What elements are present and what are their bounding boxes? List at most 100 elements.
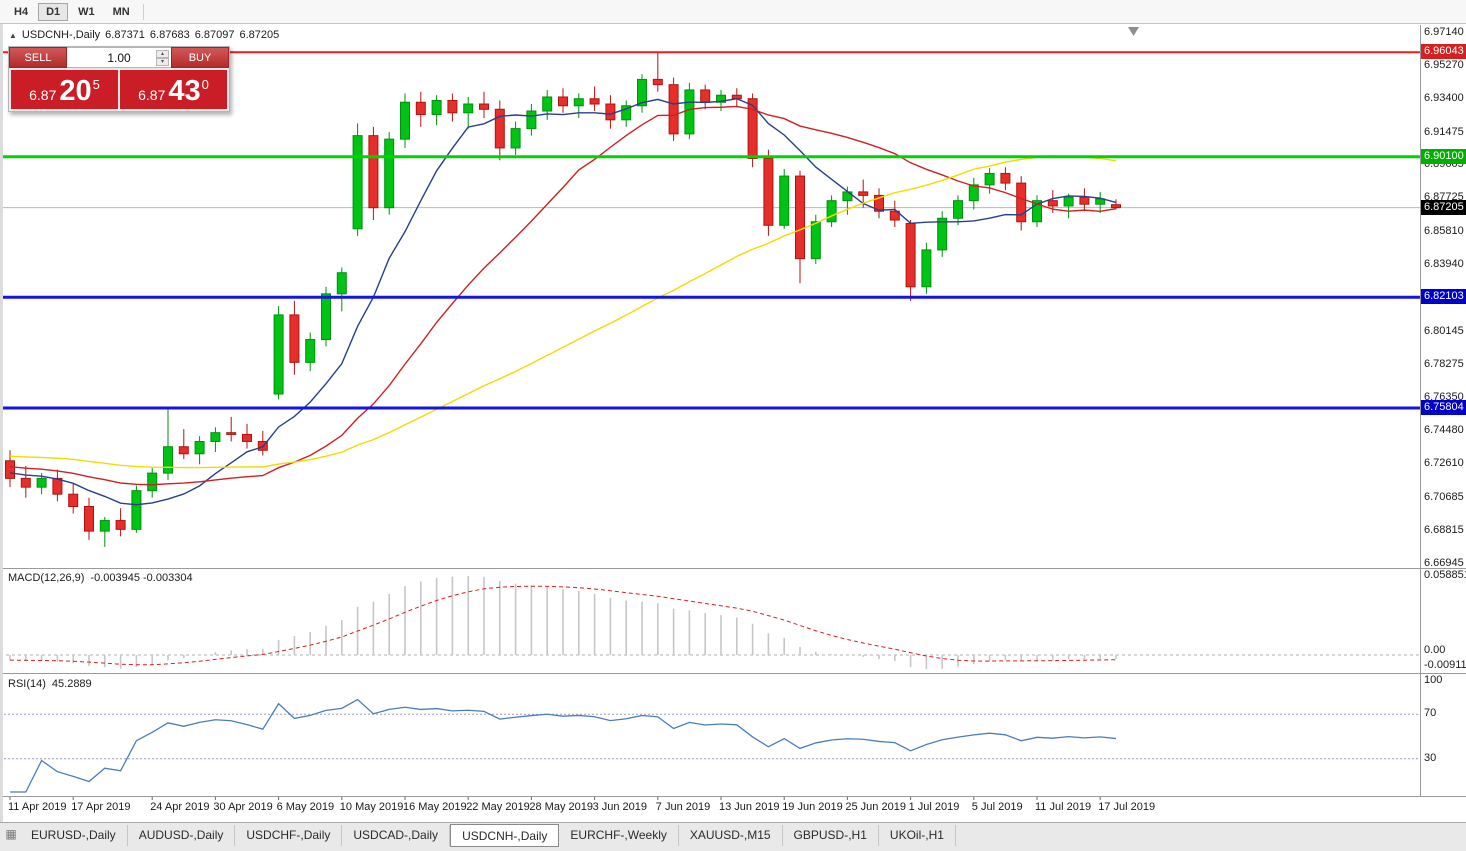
one-click-trade-panel: SELL 1.00 ▴ ▾ BUY 6.87 20 5 6.87 43 0 <box>8 46 230 112</box>
candle-body <box>542 96 553 112</box>
chart-tab-ukoil-h1[interactable]: UKOil-,H1 <box>879 825 956 846</box>
rsi-value: 45.2889 <box>51 678 92 690</box>
timeframe-button-w1[interactable]: W1 <box>70 3 103 21</box>
candle-body <box>558 96 568 107</box>
candle-body <box>905 223 916 288</box>
candle-body <box>463 103 474 114</box>
sell-price-big: 20 <box>59 75 92 108</box>
candle-body <box>810 221 821 260</box>
candle-body <box>115 520 126 530</box>
timeframe-button-h4[interactable]: H4 <box>6 3 36 21</box>
chart-tab-usdcad-daily[interactable]: USDCAD-,Daily <box>342 825 451 846</box>
candle-body <box>384 138 395 209</box>
candle-body <box>953 200 963 219</box>
rsi-line <box>10 698 1117 793</box>
candle-body <box>131 490 142 530</box>
candle-body <box>795 175 805 260</box>
candle-body <box>194 440 205 455</box>
timeframe-toolbar: H4 D1 W1 MN <box>0 0 1466 24</box>
candle-body <box>1063 196 1074 207</box>
volume-input[interactable]: 1.00 ▴ ▾ <box>67 47 171 68</box>
candle-body <box>984 172 995 186</box>
open-value: 6.87371 <box>105 29 145 41</box>
chart-tab-usdchf-daily[interactable]: USDCHF-,Daily <box>235 825 343 846</box>
buy-button[interactable]: BUY <box>171 47 229 68</box>
buy-price-head: 6.87 <box>138 87 166 103</box>
candle-body <box>321 293 331 341</box>
candle-body <box>621 105 632 121</box>
candle-body <box>36 477 47 488</box>
candle-body <box>510 128 521 149</box>
candle-body <box>589 98 600 105</box>
candle-body <box>99 520 110 532</box>
candle-body <box>494 108 505 149</box>
candle-body <box>826 200 837 223</box>
candle-body <box>400 101 410 140</box>
volume-stepper[interactable]: ▴ ▾ <box>156 50 169 66</box>
candle-body <box>52 477 63 495</box>
window-edge <box>0 24 3 851</box>
candle-body <box>700 89 711 103</box>
stepper-up-icon[interactable]: ▴ <box>156 50 169 58</box>
chart-tab-bar: ▦ EURUSD-,Daily AUDUSD-,Daily USDCHF-,Dail… <box>0 822 1466 851</box>
candle-body <box>226 432 237 435</box>
chart-tab-eurchf-weekly[interactable]: EURCHF-,Weekly <box>559 825 679 846</box>
candle-body <box>368 135 379 209</box>
candle-body <box>526 110 537 130</box>
candle-body <box>637 78 647 107</box>
candle-body <box>605 103 616 121</box>
chart-list-icon[interactable]: ▦ <box>5 827 17 841</box>
candle-body <box>652 78 663 86</box>
sell-price-display[interactable]: 6.87 20 5 <box>11 70 118 109</box>
candle-body <box>889 210 900 221</box>
chart-tab-audusd-daily[interactable]: AUDUSD-,Daily <box>128 825 236 846</box>
candle-body <box>763 157 774 226</box>
candle-body <box>716 94 726 103</box>
candle-body <box>415 101 426 116</box>
buy-price-sup: 0 <box>201 77 209 92</box>
chart-tab-xauusd-m15[interactable]: XAUUSD-,M15 <box>679 825 783 846</box>
candle-body <box>968 184 979 202</box>
macd-values: -0.003945 -0.003304 <box>90 572 193 584</box>
candle-body <box>20 477 31 488</box>
sell-price-head: 6.87 <box>29 87 57 103</box>
candle-body <box>874 194 884 212</box>
timeframe-button-mn[interactable]: MN <box>105 3 138 21</box>
candle-body <box>68 493 79 507</box>
candle-body <box>684 89 695 135</box>
chart-shift-marker[interactable] <box>1128 27 1139 36</box>
candle-body <box>747 98 758 159</box>
chart-tab-eurusd-daily[interactable]: EURUSD-,Daily <box>20 825 128 846</box>
low-value: 6.87097 <box>194 29 235 41</box>
timeframe-button-d1[interactable]: D1 <box>38 2 69 21</box>
candle-body <box>921 249 932 288</box>
candle-body <box>305 339 316 363</box>
stepper-down-icon[interactable]: ▾ <box>156 58 169 66</box>
volume-value: 1.00 <box>107 50 131 65</box>
ma-line-20 <box>9 105 1117 486</box>
candle-body <box>84 505 94 532</box>
symbol-arrow-icon: ▲ <box>9 31 17 40</box>
candle-body <box>479 103 489 110</box>
candle-body <box>431 99 442 116</box>
rsi-name: RSI(14) <box>8 678 46 690</box>
candle-body <box>273 314 284 395</box>
close-value: 6.87205 <box>239 29 280 41</box>
candle-body <box>447 99 458 114</box>
chart-tab-gbpusd-h1[interactable]: GBPUSD-,H1 <box>783 825 879 846</box>
candle-body <box>858 191 869 196</box>
high-value: 6.87683 <box>149 29 190 41</box>
symbol-ohlc-header: ▲ USDCNH-,Daily 6.87371 6.87683 6.87097 6.872… <box>9 29 284 41</box>
symbol-name: USDCNH-,Daily <box>21 29 101 41</box>
buy-price-display[interactable]: 6.87 43 0 <box>120 70 227 109</box>
candle-body <box>573 98 584 107</box>
chart-tab-usdcnh-daily[interactable]: USDCNH-,Daily <box>450 824 560 847</box>
candle-body <box>1095 198 1106 205</box>
sell-button[interactable]: SELL <box>9 47 67 68</box>
candle-body <box>147 472 158 492</box>
candle-body <box>668 84 679 135</box>
sell-price-sup: 5 <box>92 77 100 92</box>
candle-body <box>779 175 790 226</box>
